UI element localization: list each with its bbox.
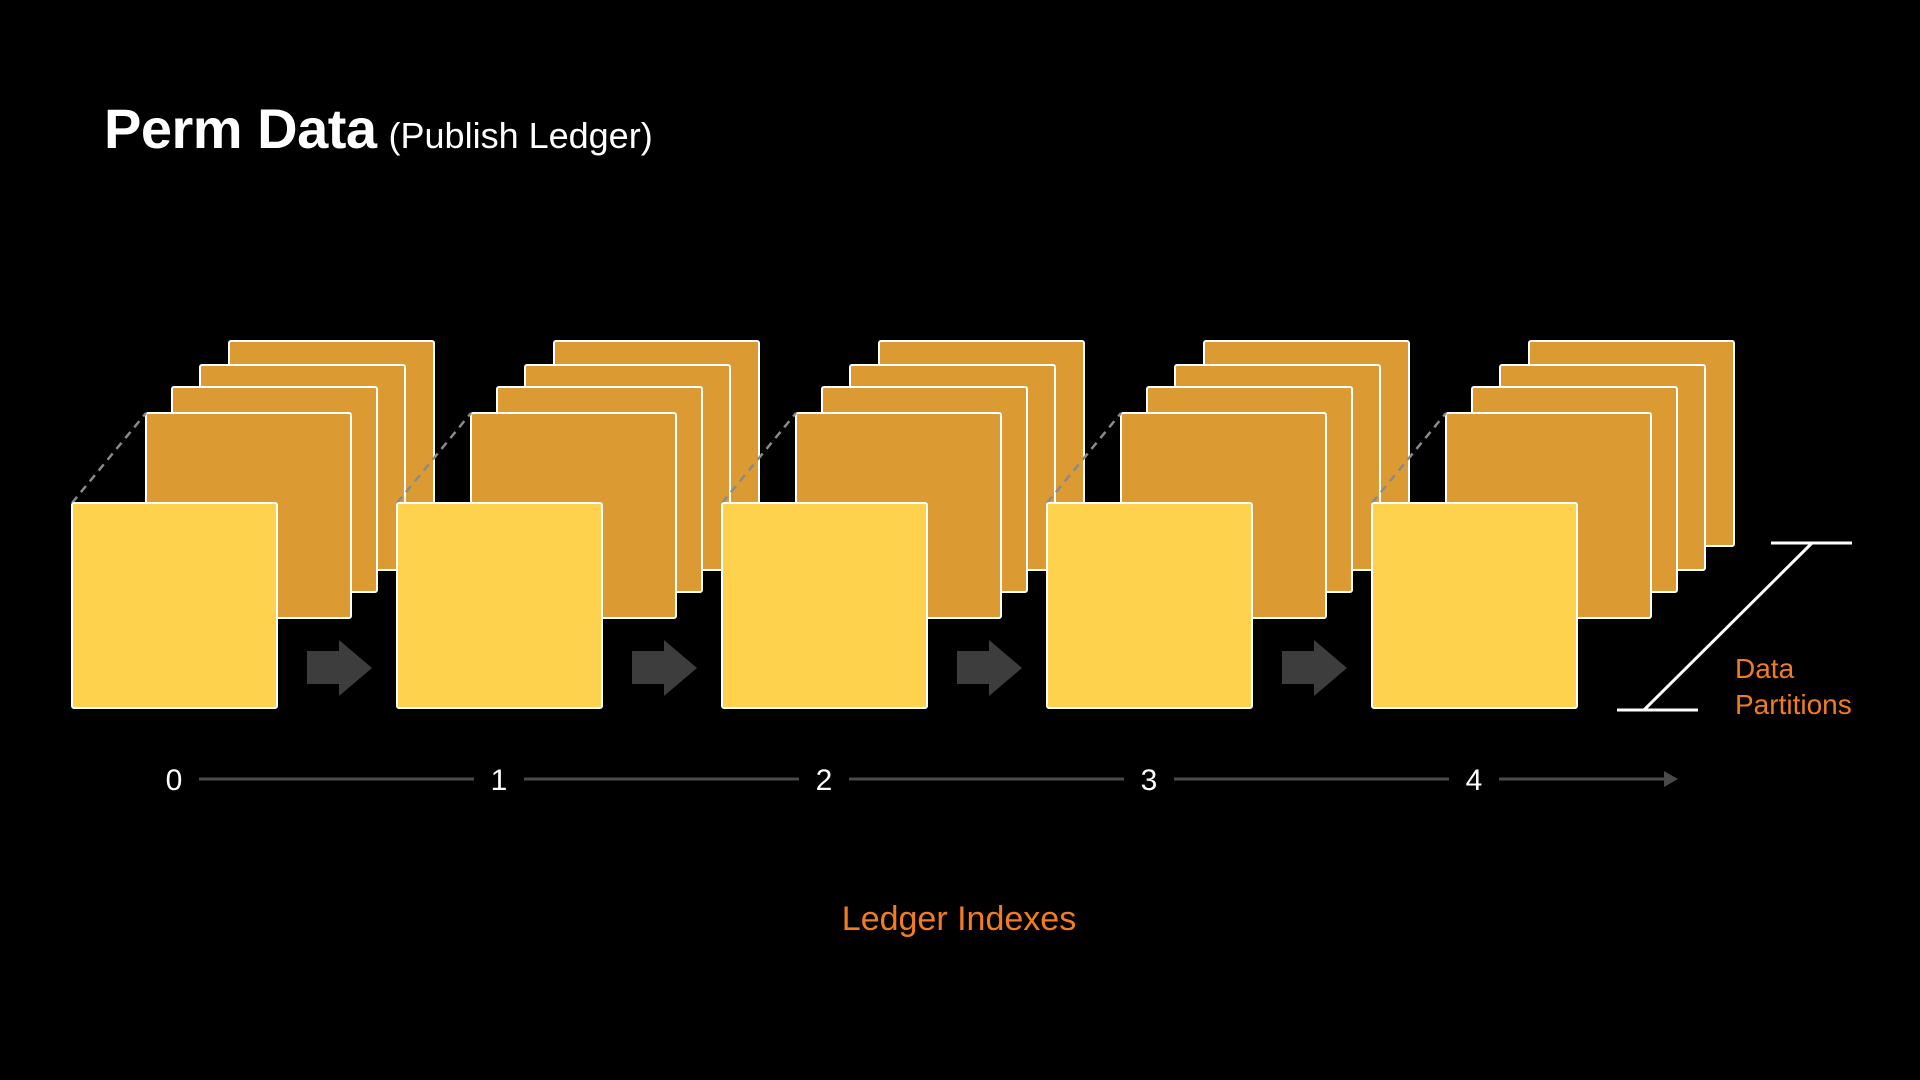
ledger-stack-3 [1046,340,1410,709]
depth-dashed-line [1046,412,1122,504]
axis-title: Ledger Indexes [842,900,1076,938]
partition-square-front [1046,502,1253,709]
partitions-label-line2: Partitions [1735,689,1852,720]
flow-arrow [957,640,1022,696]
partition-square-front [1371,502,1578,709]
partition-square-front [396,502,603,709]
axis-arrowhead [1664,771,1678,787]
flow-arrows [307,640,1347,696]
ledger-index-label: 1 [491,764,508,797]
ledger-stack-4 [1371,340,1735,709]
ledger-index-label: 4 [1466,764,1483,797]
ledger-index-label: 3 [1141,764,1158,797]
partition-square-front [721,502,928,709]
partitions-indicator [1617,541,1852,712]
title-subtitle: (Publish Ledger) [388,115,653,156]
flow-arrow [1282,640,1347,696]
depth-dashed-line [396,412,472,504]
index-axis: 0 1 2 3 4 [166,764,1678,797]
partitions-label-line1: Data [1735,653,1795,684]
ledger-stack-2 [721,340,1085,709]
partition-square-front [71,502,278,709]
ledger-index-label: 2 [816,764,833,797]
depth-dashed-line [71,412,147,504]
ledger-index-label: 0 [166,764,183,797]
flow-arrow [632,640,697,696]
ledger-stack-1 [396,340,760,709]
depth-dashed-line [721,412,797,504]
depth-dashed-line [1371,412,1447,504]
partitions-diagonal [1642,541,1814,712]
page-title: Perm Data (Publish Ledger) [104,96,653,161]
ledger-stack-0 [71,340,435,709]
ledger-stacks [71,340,1735,709]
flow-arrow [307,640,372,696]
title-main: Perm Data [104,97,377,160]
